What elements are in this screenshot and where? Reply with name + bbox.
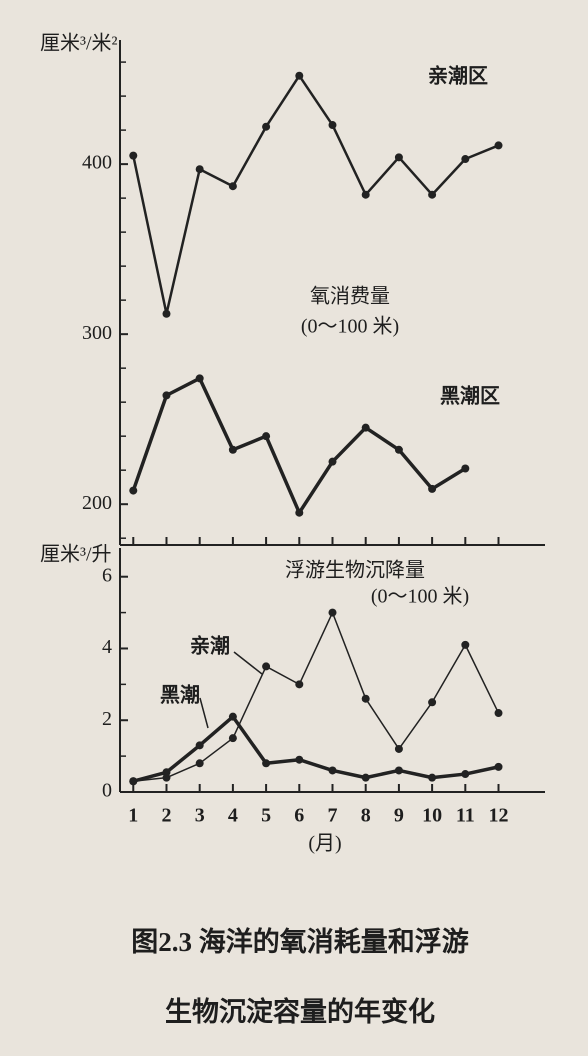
data-point	[428, 773, 437, 782]
pointer	[233, 651, 263, 675]
data-point	[195, 374, 204, 383]
data-point	[361, 773, 370, 782]
data-point	[195, 165, 204, 174]
data-point	[328, 121, 337, 130]
data-point	[262, 662, 271, 671]
data-point	[361, 423, 370, 432]
data-point	[428, 698, 437, 707]
y-tick-label: 4	[102, 636, 112, 658]
y-tick-label: 400	[82, 152, 112, 174]
data-point	[328, 457, 337, 466]
data-point	[195, 759, 204, 768]
data-point	[428, 484, 437, 493]
data-point	[129, 486, 138, 495]
series-label: 亲潮	[190, 634, 230, 658]
data-point	[162, 309, 171, 318]
data-point	[262, 122, 271, 131]
data-point	[129, 151, 138, 160]
data-point	[228, 445, 237, 454]
data-point	[228, 712, 237, 721]
x-tick-label: 12	[489, 805, 509, 827]
x-tick-label: 1	[128, 805, 138, 827]
data-point	[394, 445, 403, 454]
y-tick-label: 0	[102, 780, 112, 802]
data-point	[394, 744, 403, 753]
y-tick-label: 2	[102, 708, 112, 730]
y-tick-label: 200	[82, 492, 112, 514]
data-point	[361, 694, 370, 703]
series-label: 黑潮	[160, 684, 200, 707]
data-point	[394, 766, 403, 775]
data-point	[295, 71, 304, 80]
chart-subtitle: (0～100 米)	[371, 585, 469, 608]
pointer	[199, 697, 209, 729]
x-tick-label: 3	[195, 805, 205, 827]
data-point	[295, 755, 304, 764]
x-tick-label: 10	[422, 805, 442, 827]
data-point	[494, 709, 503, 718]
data-point	[162, 391, 171, 400]
caption-line: 生物沉淀容量的年变化	[165, 996, 435, 1027]
data-point	[494, 141, 503, 150]
data-point	[428, 190, 437, 199]
series-line	[132, 714, 499, 783]
x-tick-label: 2	[161, 805, 171, 827]
y-tick-label: 6	[102, 564, 112, 586]
data-point	[228, 182, 237, 191]
y-axis-label: 厘米³/升	[40, 543, 112, 566]
x-tick-label: 11	[456, 805, 475, 827]
x-tick-label: 9	[394, 805, 404, 827]
data-point	[162, 768, 171, 777]
data-point	[461, 155, 470, 164]
y-tick-label: 300	[82, 322, 112, 344]
data-point	[262, 432, 271, 441]
x-axis-label: (月)	[308, 833, 341, 855]
data-point	[461, 464, 470, 473]
data-point	[394, 153, 403, 162]
series-line	[132, 74, 499, 316]
data-point	[461, 640, 470, 649]
x-tick-label: 5	[261, 805, 271, 827]
series-line	[133, 611, 500, 782]
data-point	[228, 734, 237, 743]
x-tick-label: 6	[294, 805, 304, 827]
x-tick-label: 8	[361, 805, 371, 827]
series-label: 黑潮区	[440, 385, 500, 408]
chart-subtitle: (0～100 米)	[301, 315, 399, 338]
data-point	[328, 766, 337, 775]
y-axis-label: 厘米³/米²	[40, 32, 118, 55]
data-point	[461, 770, 470, 779]
series-label: 亲潮区	[428, 64, 488, 88]
data-point	[494, 762, 503, 771]
data-point	[129, 777, 138, 786]
data-point	[295, 508, 304, 517]
data-point	[295, 680, 304, 689]
chart-title: 氧消费量	[310, 285, 390, 308]
data-point	[262, 759, 271, 768]
x-tick-label: 7	[328, 805, 338, 827]
data-point	[195, 741, 204, 750]
data-point	[328, 608, 337, 617]
chart-title: 浮游生物沉降量	[285, 559, 425, 582]
x-tick-label: 4	[228, 805, 238, 827]
caption-line: 图2.3 海洋的氧消耗量和浮游	[131, 926, 469, 957]
data-point	[361, 190, 370, 199]
